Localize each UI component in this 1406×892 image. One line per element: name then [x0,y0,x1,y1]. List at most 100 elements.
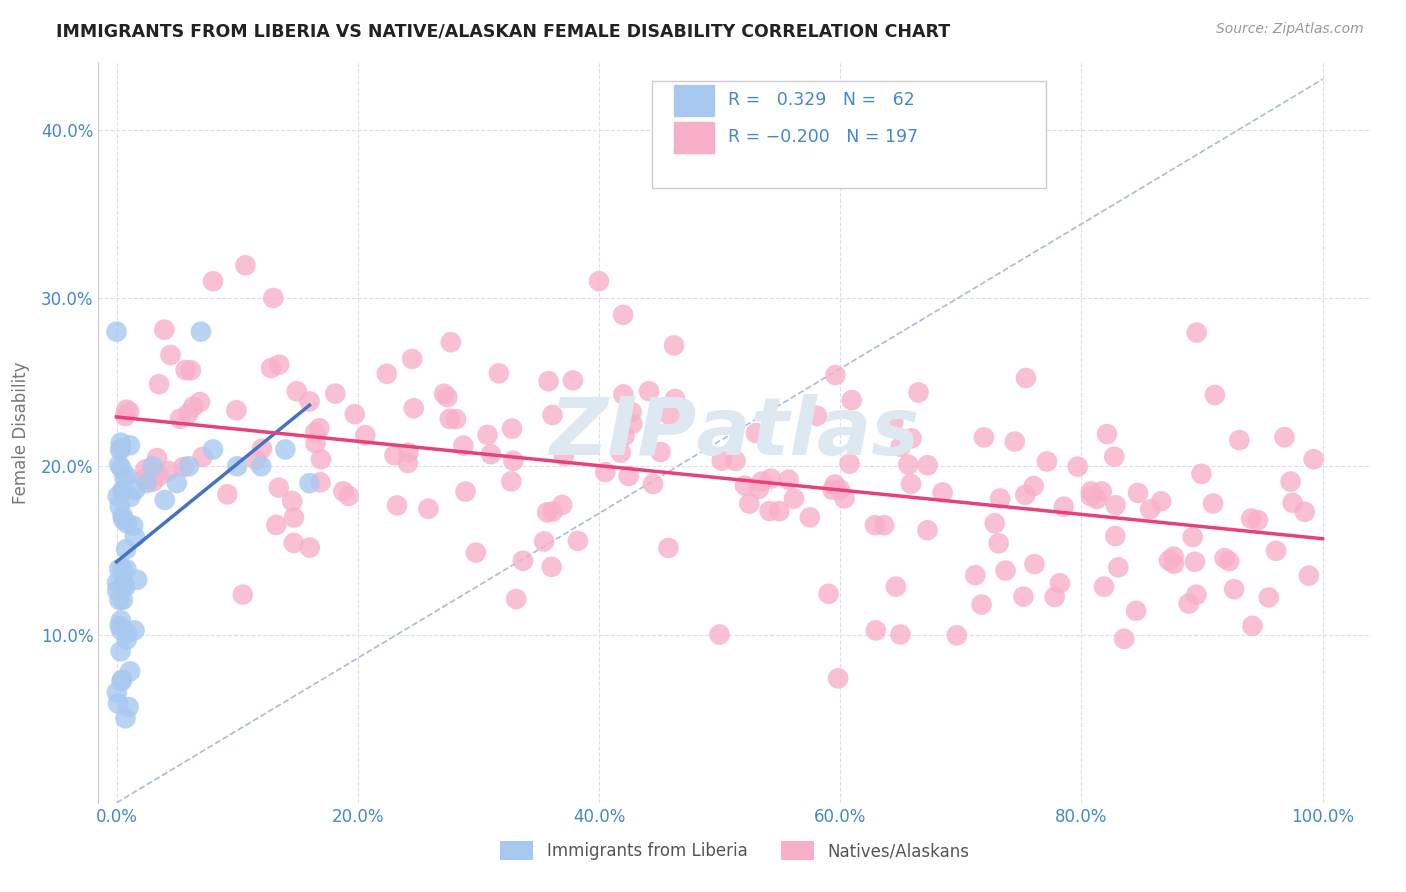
Point [169,411,191,425]
Point [1218,554,1240,568]
Point [439,412,461,426]
Point [1274,430,1296,444]
Point [181,400,204,414]
Point [477,427,499,442]
Point [114,409,136,424]
Point [865,624,887,638]
Point [709,627,731,641]
Point [1004,434,1026,449]
Point [1257,591,1279,605]
Point [479,447,502,461]
Point [111,483,134,498]
Point [134,472,156,486]
Point [166,476,188,491]
Point [111,508,134,523]
Point [973,430,995,444]
Legend: Immigrants from Liberia, Natives/Alaskans: Immigrants from Liberia, Natives/Alaskan… [492,832,977,869]
Point [440,335,463,350]
Point [758,504,780,518]
Point [983,516,1005,531]
Point [354,428,377,442]
FancyBboxPatch shape [673,85,714,116]
Point [343,407,366,421]
FancyBboxPatch shape [673,121,714,153]
Text: R = −0.200   N = 197: R = −0.200 N = 197 [728,128,918,146]
Point [1302,452,1324,467]
Point [1157,553,1180,567]
Point [1014,488,1036,502]
Point [768,504,790,518]
Point [536,505,558,519]
Point [110,644,132,658]
Point [309,452,332,467]
Point [541,408,564,422]
Point [401,351,423,366]
Point [396,456,419,470]
Point [1107,560,1129,574]
Point [907,385,929,400]
Point [148,377,170,392]
Point [375,367,398,381]
Point [122,518,145,533]
Point [900,431,922,445]
Point [751,475,773,489]
Point [1104,529,1126,543]
Point [567,533,589,548]
Point [759,472,782,486]
Point [201,274,224,288]
Point [551,498,574,512]
Point [1279,475,1302,489]
Point [142,475,165,489]
Point [308,421,330,435]
Point [1185,326,1208,340]
Point [595,465,617,479]
Point [501,421,523,435]
Text: ZIP​atlas: ZIP​atlas [550,393,920,472]
Point [127,573,149,587]
Point [1227,433,1250,447]
Point [283,536,305,550]
Y-axis label: Female Disability: Female Disability [11,361,30,504]
Point [269,358,291,372]
FancyBboxPatch shape [652,81,1046,188]
Point [838,457,860,471]
Point [465,546,488,560]
Point [120,665,142,679]
Point [323,386,346,401]
Point [987,536,1010,550]
Point [806,409,828,423]
Point [1015,371,1038,385]
Text: R =   0.329   N =   62: R = 0.329 N = 62 [728,91,915,109]
Point [115,625,138,640]
Point [734,478,756,492]
Point [111,483,134,498]
Point [1265,543,1288,558]
Point [108,562,131,576]
Point [664,392,686,406]
Point [710,453,733,467]
Point [112,576,135,591]
Point [827,672,849,686]
Point [1080,489,1102,503]
Point [111,673,134,687]
Point [266,518,288,533]
Point [148,468,170,483]
Point [235,258,257,272]
Point [436,390,458,404]
Point [111,593,134,607]
Point [108,500,131,514]
Point [298,541,321,555]
Point [501,475,523,489]
Point [1247,513,1270,527]
Point [620,405,643,419]
Point [153,492,176,507]
Point [177,459,200,474]
Point [1095,427,1118,442]
Point [1177,597,1199,611]
Point [107,489,129,503]
Point [724,454,747,468]
Point [298,476,321,491]
Point [402,401,425,416]
Point [190,325,212,339]
Point [917,523,939,537]
